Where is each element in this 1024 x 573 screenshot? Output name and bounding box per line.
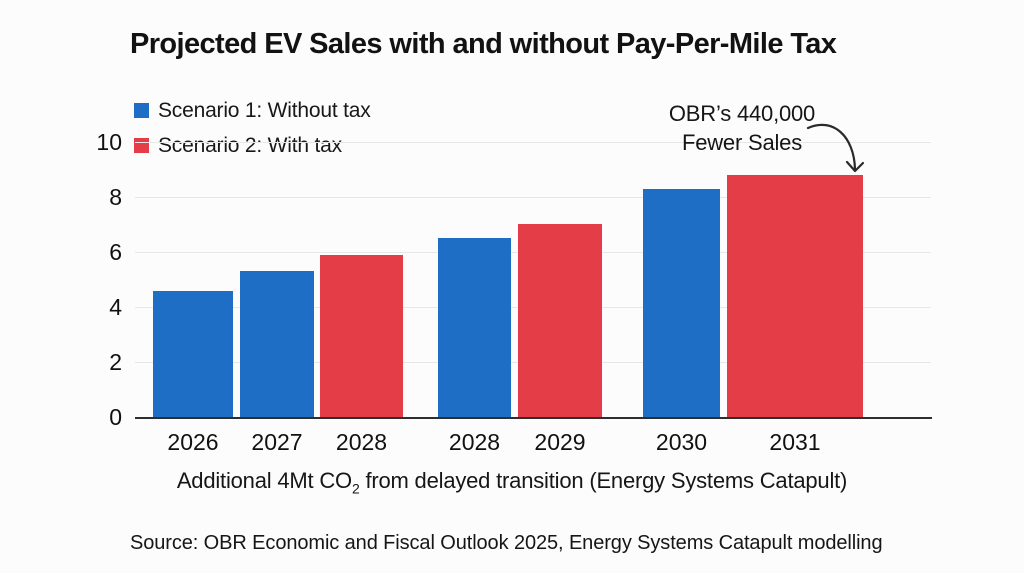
source-note: Source: OBR Economic and Fiscal Outlook … bbox=[130, 532, 883, 554]
annotation-text-line2: Fewer Sales bbox=[681, 130, 803, 155]
legend-item-scenario2: Scenario 2: With tax bbox=[134, 128, 371, 163]
y-axis-tick-label: 4 bbox=[109, 294, 122, 320]
y-axis-tick-label: 0 bbox=[109, 404, 122, 430]
bar-2028-scenario2 bbox=[320, 255, 403, 417]
bar-2031-scenario2 bbox=[727, 175, 863, 417]
legend-item-scenario1: Scenario 1: Without tax bbox=[134, 93, 371, 128]
bar-2028-scenario1 bbox=[438, 238, 511, 417]
legend-label-scenario2: Scenario 2: With tax bbox=[158, 133, 342, 157]
x-axis-tick-label: 2028 bbox=[448, 429, 501, 455]
y-axis-tick-label: 6 bbox=[109, 239, 122, 265]
page-title: Projected EV Sales with and without Pay-… bbox=[130, 28, 837, 60]
bar-2030-scenario1 bbox=[643, 189, 720, 417]
caption-co2-subscript: 2 bbox=[351, 480, 360, 497]
gridline-y8 bbox=[135, 197, 931, 198]
bar-2027-scenario1 bbox=[240, 271, 314, 417]
bar-2026-scenario1 bbox=[153, 291, 233, 417]
legend-swatch-scenario2-icon bbox=[134, 138, 149, 153]
x-axis-tick-label: 2030 bbox=[655, 429, 708, 455]
legend: Scenario 1: Without tax Scenario 2: With… bbox=[134, 93, 371, 163]
y-axis-tick-label: 2 bbox=[109, 349, 122, 375]
gridline-y10 bbox=[135, 142, 931, 143]
y-axis-tick-label: 8 bbox=[109, 184, 122, 210]
legend-swatch-scenario1-icon bbox=[134, 103, 149, 118]
x-axis-tick-label: 2026 bbox=[167, 429, 219, 455]
x-axis-tick-label: 2029 bbox=[534, 429, 586, 455]
x-axis-tick-label: 2028 bbox=[335, 429, 388, 455]
legend-label-scenario1: Scenario 1: Without tax bbox=[158, 98, 371, 122]
caption-text-post: from delayed transition (Energy Systems … bbox=[359, 468, 848, 493]
x-axis-tick-label: 2031 bbox=[769, 429, 821, 455]
caption-text-pre: Additional 4Mt CO bbox=[176, 468, 352, 493]
annotation-arrow-icon bbox=[806, 123, 865, 173]
y-axis-tick-label: 10 bbox=[96, 129, 122, 155]
x-axis-tick-label: 2027 bbox=[251, 429, 303, 455]
annotation-text-line1: OBR’s 440,000 bbox=[668, 101, 816, 126]
x-axis-line bbox=[135, 417, 932, 419]
annotation: OBR’s 440,000 Fewer Sales bbox=[642, 99, 842, 157]
chart-caption: Additional 4Mt CO2 from delayed transiti… bbox=[32, 468, 992, 496]
bar-2029-scenario2 bbox=[518, 224, 602, 417]
